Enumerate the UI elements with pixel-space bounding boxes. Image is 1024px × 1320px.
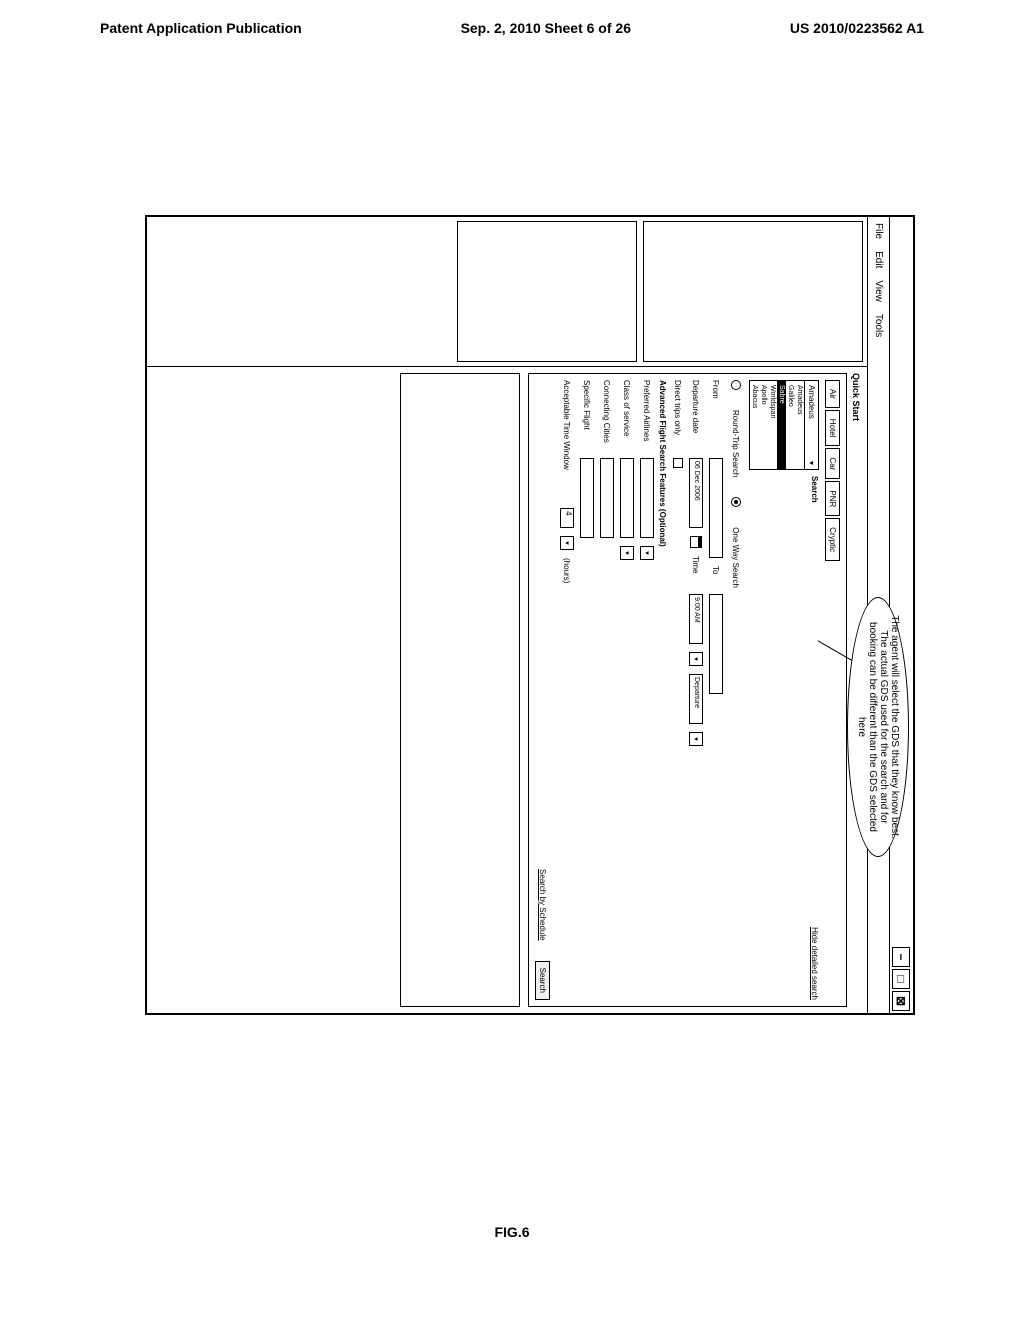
specific-flight-label: Specific Flight (583, 380, 592, 450)
gds-option[interactable]: Apollo (759, 381, 768, 469)
from-label: From (712, 380, 721, 450)
direct-row: Direct trips only (673, 380, 683, 1000)
departure-date-label: Departure date (692, 380, 701, 450)
radio-round-trip[interactable] (731, 380, 741, 390)
tab-cryptic[interactable]: Cryptic (825, 518, 840, 561)
search-label: Search (810, 476, 819, 503)
gds-dropdown[interactable]: Amadeus ▾ Amadeus Galileo Sabre Worldspa… (749, 380, 819, 470)
results-box (400, 373, 520, 1007)
direct-checkbox[interactable] (673, 458, 683, 468)
search-form: Air Hotel Car PNR Cryptic Amadeus ▾ (528, 373, 847, 1007)
header-center: Sep. 2, 2010 Sheet 6 of 26 (461, 20, 631, 36)
gds-option[interactable]: Abacus (750, 381, 759, 469)
callout-text: The agent will select the GDS that they … (856, 615, 900, 838)
time-input[interactable]: 9:00 AM (689, 594, 703, 644)
header-right: US 2010/0223562 A1 (790, 20, 924, 36)
to-label: To (712, 566, 721, 586)
calendar-icon[interactable] (690, 536, 702, 548)
app-window: The agent will select the GDS that they … (145, 215, 915, 1015)
page-header: Patent Application Publication Sep. 2, 2… (0, 0, 1024, 56)
gds-callout: The agent will select the GDS that they … (847, 597, 909, 857)
menu-tools[interactable]: Tools (873, 314, 884, 337)
close-button[interactable]: ⊠ (893, 991, 911, 1011)
class-input[interactable] (620, 458, 634, 538)
main-panel: Quick Start Air Hotel Car PNR Cryptic Am… (147, 367, 867, 1013)
left-box-1 (643, 221, 863, 362)
menu-edit[interactable]: Edit (873, 251, 884, 268)
trip-type-row: Round-Trip Search One Way Search (731, 380, 741, 1000)
connecting-input[interactable] (600, 458, 614, 538)
specific-flight-row: Specific Flight (580, 380, 594, 1000)
from-input[interactable] (709, 458, 723, 558)
gds-option-list: Amadeus Galileo Sabre Worldspan Apollo A… (750, 381, 805, 469)
airlines-dropdown-icon[interactable]: ▾ (640, 546, 654, 560)
gds-option[interactable]: Galileo (786, 381, 795, 469)
advanced-label: Advanced Flight Search Features (Optiona… (658, 380, 667, 1000)
connecting-label: Connecting Cities (603, 380, 612, 450)
to-input[interactable] (709, 594, 723, 694)
search-button[interactable]: Search (535, 961, 550, 1000)
menu-view[interactable]: View (873, 280, 884, 302)
date-time-row: Departure date 06 Dec 2006 Time 9:00 AM … (689, 380, 703, 1000)
left-box-2 (457, 221, 637, 362)
time-window-row: Acceptable Time Window 4 ▾ (hours) (560, 380, 574, 1000)
minimize-button[interactable]: − (893, 947, 911, 967)
gds-option[interactable]: Amadeus (795, 381, 804, 469)
gds-option[interactable]: Worldspan (768, 381, 777, 469)
maximize-button[interactable]: □ (893, 969, 911, 989)
window-input[interactable]: 4 (560, 508, 574, 528)
connecting-row: Connecting Cities (600, 380, 614, 1000)
preferred-airlines-input[interactable] (640, 458, 654, 538)
specific-flight-input[interactable] (580, 458, 594, 538)
tab-car[interactable]: Car (825, 448, 840, 479)
gds-selected-value: Amadeus (807, 385, 816, 419)
gds-option[interactable]: Sabre (777, 381, 786, 469)
header-left: Patent Application Publication (100, 20, 302, 36)
hide-detailed-link[interactable]: Hide detailed search (810, 927, 819, 1000)
tab-pnr[interactable]: PNR (825, 481, 840, 516)
departure-dropdown-icon[interactable]: ▾ (689, 732, 703, 746)
preferred-airlines-row: Preferred Airlines ▾ (640, 380, 654, 1000)
from-to-row: From To (709, 380, 723, 1000)
class-dropdown-icon[interactable]: ▾ (620, 546, 634, 560)
window-dropdown-icon[interactable]: ▾ (560, 536, 574, 550)
round-trip-label: Round-Trip Search (732, 410, 741, 477)
tab-air[interactable]: Air (825, 380, 840, 408)
window-label: Acceptable Time Window (563, 380, 572, 500)
direct-label: Direct trips only (674, 380, 683, 450)
left-panel (147, 217, 867, 367)
search-by-schedule-link[interactable]: Search by Schedule (538, 869, 547, 941)
departure-date-input[interactable]: 06 Dec 2006 (689, 458, 703, 528)
figure-rotated: The agent will select the GDS that they … (115, 215, 915, 985)
class-row: Class of service ▾ (620, 380, 634, 1000)
one-way-label: One Way Search (732, 527, 741, 588)
class-label: Class of service (623, 380, 632, 450)
preferred-airlines-label: Preferred Airlines (643, 380, 652, 450)
figure-label: FIG.6 (494, 1224, 529, 1240)
content-area: Quick Start Air Hotel Car PNR Cryptic Am… (147, 217, 867, 1013)
tab-hotel[interactable]: Hotel (825, 410, 840, 447)
menu-file[interactable]: File (873, 223, 884, 239)
departure-select[interactable]: Departure (689, 674, 703, 724)
time-label: Time (692, 556, 701, 586)
radio-one-way[interactable] (731, 497, 741, 507)
button-row: Search by Schedule Search (535, 380, 550, 1000)
hours-label: (hours) (563, 558, 572, 583)
dropdown-caret-icon: ▾ (807, 461, 816, 465)
time-dropdown-icon[interactable]: ▾ (689, 652, 703, 666)
